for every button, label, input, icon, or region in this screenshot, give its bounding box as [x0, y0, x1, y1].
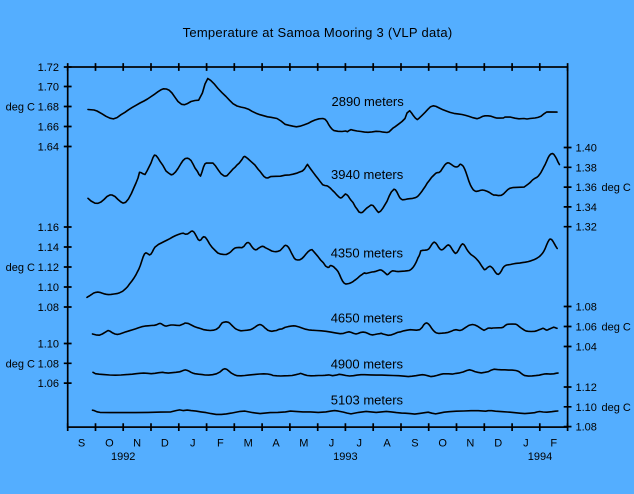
svg-text:S: S	[411, 437, 418, 449]
svg-text:1.04: 1.04	[576, 342, 597, 354]
svg-text:1.10: 1.10	[576, 402, 597, 414]
svg-text:A: A	[383, 437, 391, 449]
svg-text:D: D	[161, 437, 169, 449]
svg-text:Temperature at Samoa Mooring 3: Temperature at Samoa Mooring 3 (VLP data…	[183, 25, 453, 40]
svg-text:1.38: 1.38	[576, 162, 597, 174]
svg-text:1992: 1992	[111, 451, 135, 463]
svg-text:deg C: deg C	[602, 402, 631, 414]
svg-text:1.08: 1.08	[38, 358, 59, 370]
svg-text:M: M	[299, 437, 308, 449]
svg-text:1.70: 1.70	[38, 82, 59, 94]
svg-text:J: J	[190, 437, 196, 449]
svg-text:1.16: 1.16	[38, 222, 59, 234]
svg-text:deg C: deg C	[602, 322, 631, 334]
svg-text:O: O	[438, 437, 447, 449]
svg-text:1.12: 1.12	[38, 262, 59, 274]
svg-text:1993: 1993	[333, 451, 357, 463]
svg-text:1.14: 1.14	[38, 242, 59, 254]
svg-text:N: N	[466, 437, 474, 449]
svg-text:F: F	[217, 437, 224, 449]
svg-text:2890 meters: 2890 meters	[332, 94, 405, 109]
svg-text:1.36: 1.36	[576, 182, 597, 194]
svg-text:1.08: 1.08	[576, 302, 597, 314]
svg-text:deg C: deg C	[602, 182, 631, 194]
svg-text:1.66: 1.66	[38, 122, 59, 134]
svg-text:A: A	[272, 437, 280, 449]
svg-text:1994: 1994	[528, 451, 552, 463]
svg-text:J: J	[329, 437, 335, 449]
svg-text:5103 meters: 5103 meters	[331, 392, 404, 407]
svg-text:deg C: deg C	[6, 358, 35, 370]
svg-text:1.68: 1.68	[38, 102, 59, 114]
svg-text:N: N	[133, 437, 141, 449]
svg-text:1.32: 1.32	[576, 222, 597, 234]
svg-text:1.10: 1.10	[38, 282, 59, 294]
svg-text:1.08: 1.08	[576, 422, 597, 434]
svg-text:3940 meters: 3940 meters	[331, 167, 404, 182]
svg-text:1.34: 1.34	[576, 202, 597, 214]
svg-text:1.06: 1.06	[38, 378, 59, 390]
svg-text:1.06: 1.06	[576, 322, 597, 334]
svg-text:1.40: 1.40	[576, 143, 597, 155]
svg-text:1.10: 1.10	[38, 339, 59, 351]
svg-text:1.08: 1.08	[38, 302, 59, 314]
svg-text:O: O	[105, 437, 114, 449]
svg-text:J: J	[357, 437, 363, 449]
svg-text:1.64: 1.64	[38, 142, 59, 154]
svg-text:S: S	[78, 437, 85, 449]
svg-text:4900 meters: 4900 meters	[331, 357, 404, 372]
svg-text:D: D	[494, 437, 502, 449]
svg-text:4350 meters: 4350 meters	[331, 245, 404, 260]
svg-text:1.72: 1.72	[38, 62, 59, 74]
svg-text:4650 meters: 4650 meters	[331, 311, 404, 326]
svg-text:J: J	[523, 437, 529, 449]
svg-text:deg C: deg C	[6, 262, 35, 274]
svg-text:1.12: 1.12	[576, 382, 597, 394]
svg-text:M: M	[244, 437, 253, 449]
svg-text:deg C: deg C	[6, 102, 35, 114]
svg-text:F: F	[550, 437, 557, 449]
